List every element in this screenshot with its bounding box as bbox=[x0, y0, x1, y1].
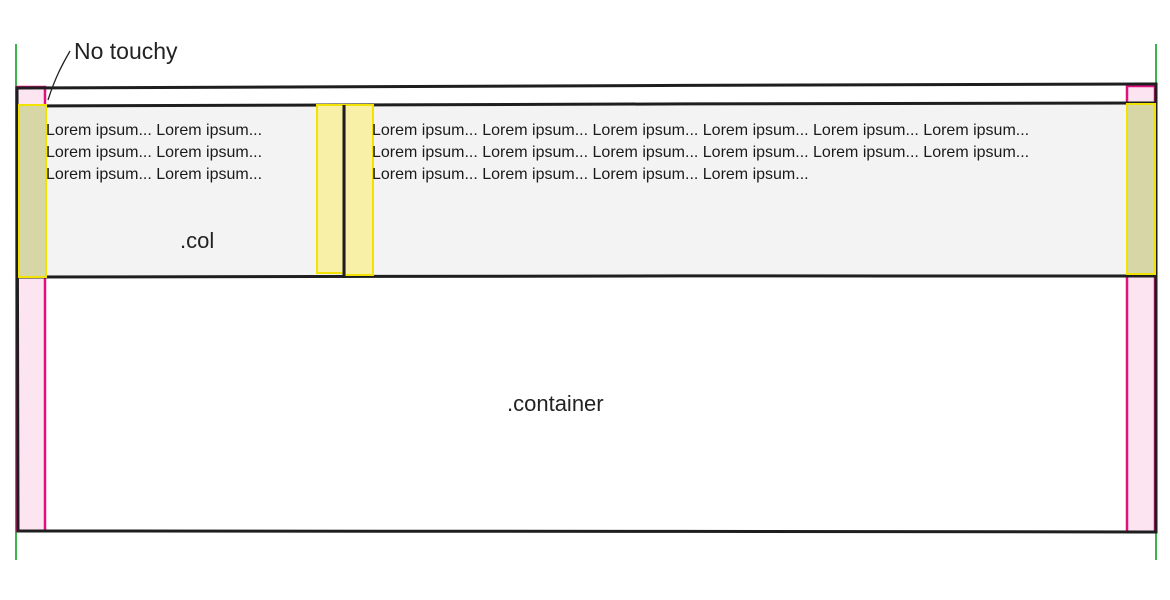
gutter-middle-right bbox=[344, 104, 374, 276]
gutter-middle-left bbox=[316, 104, 345, 274]
container-outline bbox=[15, 82, 1158, 534]
annotation-no-touchy: No touchy bbox=[74, 38, 178, 64]
gutter-right-outer bbox=[1126, 103, 1156, 275]
col-label: .col bbox=[180, 228, 215, 253]
container-label: .container bbox=[507, 391, 604, 416]
annotation-leader bbox=[47, 50, 71, 101]
column-right-text: Lorem ipsum... Lorem ipsum... Lorem ipsu… bbox=[372, 122, 1030, 183]
column-left-text: Lorem ipsum... Lorem ipsum... Lorem ipsu… bbox=[46, 122, 263, 183]
gutter-left-outer bbox=[18, 104, 47, 278]
